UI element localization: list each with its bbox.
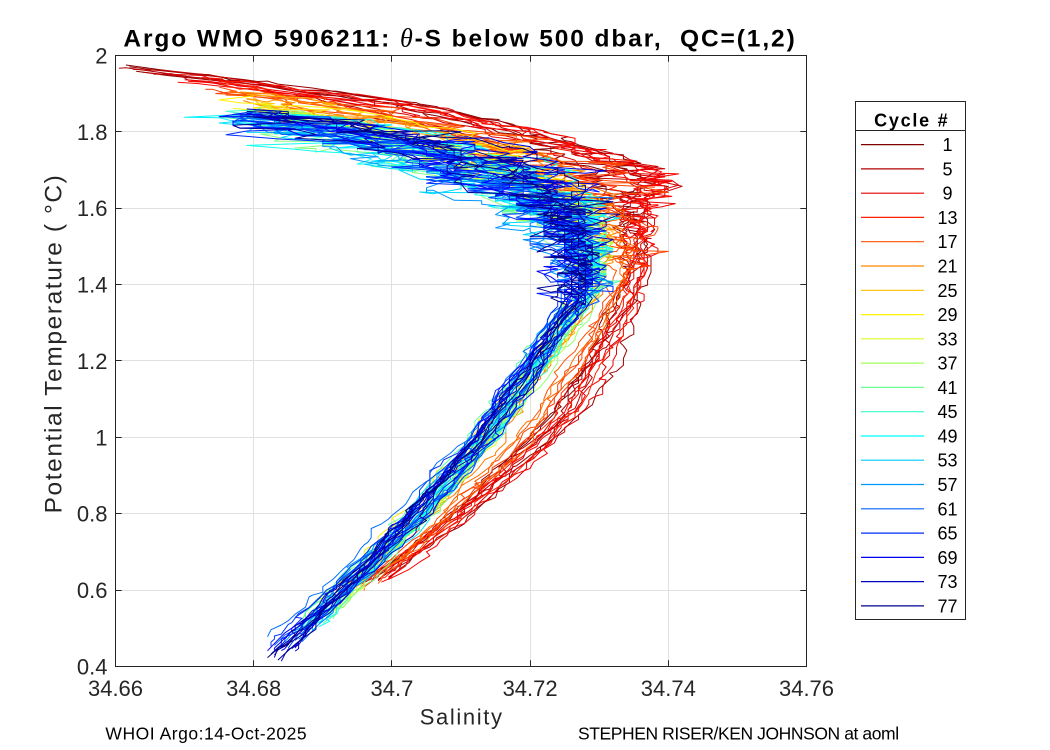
svg-text:61: 61	[937, 499, 957, 519]
svg-text:34.66: 34.66	[88, 676, 143, 701]
svg-text:1.8: 1.8	[77, 120, 108, 145]
svg-text:Argo WMO 5906211: θ-S below 50: Argo WMO 5906211: θ-S below 500 dbar, QC…	[123, 23, 796, 52]
svg-text:17: 17	[937, 232, 957, 252]
svg-text:0.4: 0.4	[77, 654, 108, 679]
svg-text:0.6: 0.6	[77, 578, 108, 603]
svg-text:73: 73	[937, 572, 957, 592]
svg-text:77: 77	[937, 596, 957, 616]
svg-text:49: 49	[937, 427, 957, 447]
svg-text:2: 2	[95, 43, 107, 68]
svg-text:1.4: 1.4	[77, 273, 108, 298]
svg-text:Cycle #: Cycle #	[874, 110, 949, 130]
svg-text:69: 69	[937, 548, 957, 568]
svg-text:41: 41	[937, 378, 957, 398]
svg-text:WHOI Argo:14-Oct-2025: WHOI Argo:14-Oct-2025	[105, 724, 307, 744]
svg-text:21: 21	[937, 257, 957, 277]
svg-text:34.76: 34.76	[779, 676, 834, 701]
svg-text:13: 13	[937, 208, 957, 228]
svg-text:9: 9	[942, 184, 952, 204]
svg-text:1: 1	[95, 425, 107, 450]
svg-text:1.2: 1.2	[77, 349, 108, 374]
svg-text:33: 33	[937, 329, 957, 349]
svg-text:34.7: 34.7	[370, 676, 413, 701]
svg-text:Potential Temperature ( °C): Potential Temperature ( °C)	[40, 174, 67, 514]
svg-text:Salinity: Salinity	[420, 704, 504, 729]
svg-text:53: 53	[937, 451, 957, 471]
svg-text:0.8: 0.8	[77, 502, 108, 527]
svg-text:65: 65	[937, 524, 957, 544]
svg-text:37: 37	[937, 354, 957, 374]
svg-text:34.68: 34.68	[226, 676, 281, 701]
svg-text:1.6: 1.6	[77, 196, 108, 221]
svg-text:STEPHEN RISER/KEN JOHNSON at a: STEPHEN RISER/KEN JOHNSON at aoml	[578, 723, 899, 743]
svg-text:34.74: 34.74	[641, 676, 696, 701]
svg-text:1: 1	[942, 135, 952, 155]
svg-text:5: 5	[942, 159, 952, 179]
svg-text:34.72: 34.72	[503, 676, 558, 701]
svg-text:45: 45	[937, 402, 957, 422]
svg-text:25: 25	[937, 281, 957, 301]
svg-text:57: 57	[937, 475, 957, 495]
svg-text:29: 29	[937, 305, 957, 325]
